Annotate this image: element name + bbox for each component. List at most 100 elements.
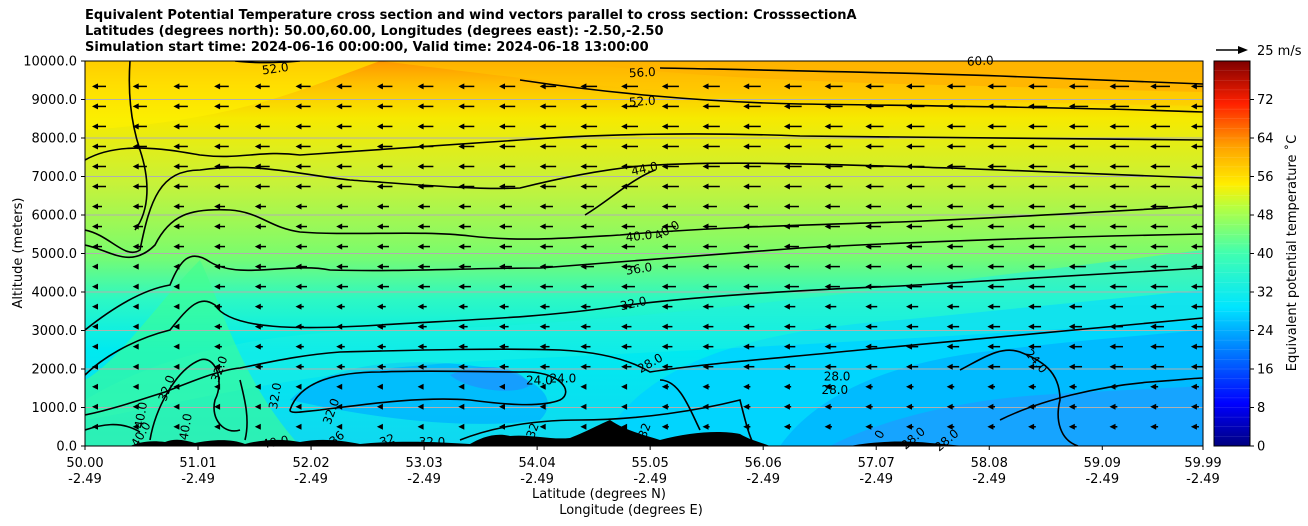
contour-32-loop2 (239, 379, 248, 441)
wind-arrow (661, 343, 673, 350)
wind-arrow (702, 283, 717, 290)
wind-arrow (621, 403, 628, 410)
wind-arrow (336, 363, 345, 370)
wind-arrow (906, 403, 914, 410)
wind-arrow (702, 83, 720, 90)
wind-arrow (1028, 103, 1048, 110)
wind-arrow (621, 363, 632, 370)
wind-arrow (1190, 223, 1203, 230)
wind-arrow (499, 283, 512, 290)
wind-arrow (906, 163, 925, 170)
wind-arrow (458, 343, 468, 350)
colorbar-tick-label: 48 (1257, 209, 1274, 224)
wind-arrow (1068, 263, 1086, 270)
wind-arrow (417, 343, 427, 350)
x-tick-lat-label: 58.08 (971, 456, 1008, 471)
wind-arrow (92, 83, 106, 90)
wind-arrow (743, 203, 758, 210)
wind-arrow (621, 303, 632, 310)
wind-arrow (417, 383, 424, 390)
contour-left-low (85, 423, 141, 433)
wind-arrow (376, 163, 393, 170)
wind-arrow (376, 183, 393, 190)
contour-lines (85, 61, 1203, 446)
wind-arrow (824, 423, 832, 430)
wind-arrow (1109, 243, 1127, 250)
wind-arrow (132, 223, 143, 230)
contour-label: 28.0 (824, 370, 851, 384)
wind-arrow (173, 163, 188, 170)
wind-arrow (417, 283, 430, 290)
wind-arrow (214, 183, 229, 190)
wind-arrow (743, 183, 761, 190)
wind-arrow (499, 423, 505, 430)
chart-title: Equivalent Potential Temperature cross s… (85, 8, 857, 56)
wind-arrow (621, 203, 635, 210)
wind-arrow (783, 323, 796, 330)
wind-arrow (1068, 423, 1077, 430)
wind-arrow (458, 83, 475, 90)
wind-arrow (214, 243, 225, 250)
wind-arrow (1150, 163, 1170, 170)
wind-arrow (376, 383, 383, 390)
wind-arrow (1150, 343, 1164, 350)
wind-arrow (336, 223, 348, 230)
wind-arrow (92, 343, 98, 350)
wind-arrow (906, 103, 925, 110)
wind-arrow (336, 143, 352, 150)
wind-arrow (336, 263, 348, 270)
wind-arrow (132, 263, 139, 270)
wind-arrow (417, 303, 427, 310)
contour-label: 60.0 (967, 53, 994, 68)
contour-label: 40.0 (625, 228, 653, 245)
wind-arrow (661, 223, 676, 230)
wind-arrow (661, 363, 673, 370)
wind-arrow (1150, 223, 1168, 230)
wind-arrow (214, 123, 229, 130)
wind-arrow (539, 243, 553, 250)
y-axis-ticks: 0.0 1000.0 2000.0 3000.0 4000.0 5000.0 6000.0 7… (23, 55, 85, 455)
wind-arrow (621, 143, 638, 150)
wind-arrow (743, 403, 751, 410)
wind-arrow (743, 303, 755, 310)
wind-arrow (539, 183, 557, 190)
wind-arrow (539, 143, 557, 150)
wind-arrow (824, 243, 840, 250)
wind-arrow (336, 123, 352, 130)
wind-arrow (214, 323, 222, 330)
wind-arrow (661, 123, 679, 130)
wind-arrow (1028, 383, 1036, 390)
x-tick-lat-label: 51.01 (179, 456, 216, 471)
wind-arrow (865, 423, 873, 430)
wind-arrow (824, 203, 840, 210)
wind-arrow (499, 263, 512, 270)
colorbar-tick-label: 24 (1257, 324, 1274, 339)
wind-arrow (906, 383, 914, 390)
wind-arrow (580, 123, 598, 130)
contour-28a (85, 317, 1203, 416)
wind-arrow (295, 263, 307, 270)
wind-arrow (987, 363, 1001, 370)
wind-arrow (946, 163, 966, 170)
wind-arrow (661, 403, 669, 410)
y-tick-label: 10000.0 (23, 55, 77, 70)
wind-arrow (783, 103, 802, 110)
wind-arrow (865, 163, 884, 170)
wind-arrow (295, 323, 304, 330)
y-tick-label: 4000.0 (32, 286, 78, 301)
wind-arrow (906, 343, 919, 350)
wind-arrow (580, 343, 591, 350)
wind-arrow (580, 163, 598, 170)
wind-arrow (1068, 363, 1083, 370)
wind-arrow (173, 263, 180, 270)
wind-arrow (417, 363, 427, 370)
wind-arrow (92, 203, 102, 210)
wind-arrow (417, 263, 430, 270)
wind-arrow (214, 403, 221, 410)
wind-arrow (295, 123, 311, 130)
contour-label: 32.0 (619, 294, 648, 313)
wind-arrow (1109, 183, 1130, 190)
wind-arrow (458, 243, 471, 250)
wind-arrow (621, 383, 628, 390)
